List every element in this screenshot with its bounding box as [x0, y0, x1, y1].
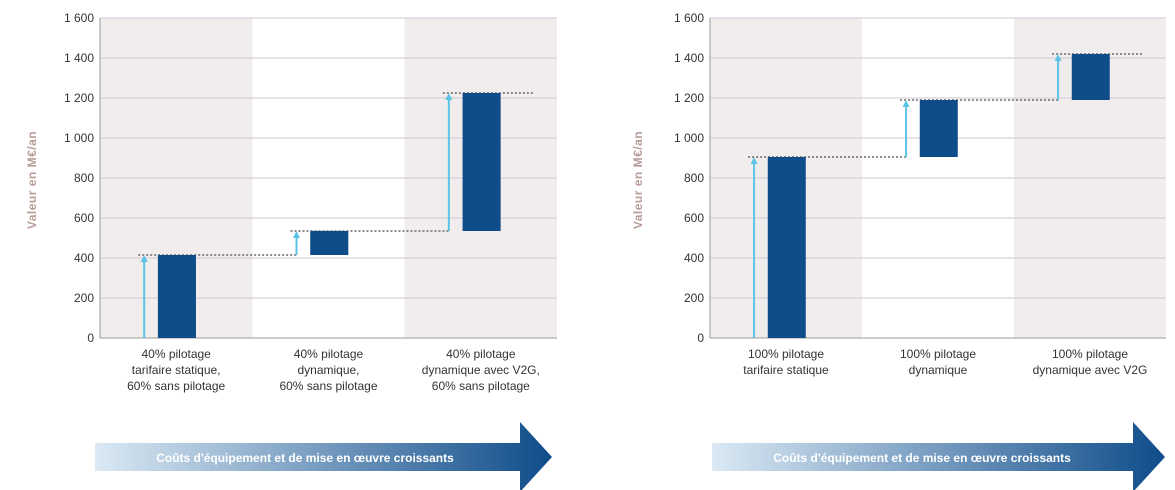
bar-1 [919, 100, 958, 157]
y-tick-label: 1 200 [64, 91, 94, 105]
y-axis: 0 200 400 600 800 1 000 1 200 1 400 1 600 [64, 11, 101, 345]
y-tick-label: 1 000 [64, 131, 94, 145]
y-axis-label: Valeur en M€/an [631, 131, 645, 229]
y-tick-label: 800 [684, 171, 704, 185]
y-tick-label: 200 [684, 291, 704, 305]
arrow-label: Coûts d'équipement et de mise en œuvre c… [156, 451, 454, 465]
segments [138, 92, 535, 338]
category-label-2: 100% pilotage dynamique avec V2G [1033, 347, 1148, 377]
y-axis: 0 200 400 600 800 1 000 1 200 1 400 1 600 [674, 11, 711, 345]
increment-arrowhead-0 [140, 255, 148, 262]
y-tick-label: 1 600 [64, 11, 94, 25]
y-tick-label: 1 600 [674, 11, 704, 25]
y-tick-label: 1 400 [64, 51, 94, 65]
increment-arrowhead-0 [750, 157, 758, 164]
y-tick-label: 600 [74, 211, 94, 225]
category-label-0: 100% pilotage tarifaire statique [743, 347, 829, 377]
bar-2 [462, 93, 501, 231]
x-axis: 100% pilotage tarifaire statique 100% pilo… [743, 347, 1147, 377]
increment-arrowhead-2 [1054, 54, 1062, 61]
arrow-shape [712, 422, 1165, 490]
y-axis-label: Valeur en M€/an [25, 131, 39, 229]
chart-right: 0 200 400 600 800 1 000 1 200 1 400 1 600 100% p… [631, 11, 1166, 490]
category-label-1: 40% pilotage dynamique, 60% sans pilotage [279, 347, 377, 393]
y-tick-label: 400 [74, 251, 94, 265]
bar-1 [310, 231, 349, 255]
bar-0 [157, 255, 196, 338]
y-tick-label: 600 [684, 211, 704, 225]
y-tick-label: 0 [697, 331, 704, 345]
category-label-2: 40% pilotage dynamique avec V2G, 60% sans … [422, 347, 540, 393]
category-label-0: 40% pilotage tarifaire statique, 60% sans … [127, 347, 225, 393]
x-axis: 40% pilotage tarifaire statique, 60% sans … [127, 347, 540, 393]
y-tick-label: 0 [87, 331, 94, 345]
progress-arrow: Coûts d'équipement et de mise en œuvre c… [95, 422, 552, 490]
y-tick-label: 1 000 [674, 131, 704, 145]
y-tick-label: 200 [74, 291, 94, 305]
y-tick-label: 400 [684, 251, 704, 265]
segments [748, 53, 1144, 338]
progress-arrow: Coûts d'équipement et de mise en œuvre c… [712, 422, 1165, 490]
y-tick-label: 800 [74, 171, 94, 185]
category-label-1: 100% pilotage dynamique [900, 347, 976, 377]
increment-arrowhead-2 [445, 93, 453, 100]
increment-arrowhead-1 [902, 100, 910, 107]
increment-arrowhead-1 [293, 231, 301, 238]
y-tick-label: 1 400 [674, 51, 704, 65]
chart-left: 0 200 400 600 800 1 000 1 200 1 400 1 600 40% pi… [25, 11, 557, 490]
y-tick-label: 1 200 [674, 91, 704, 105]
arrow-label: Coûts d'équipement et de mise en œuvre c… [773, 451, 1071, 465]
arrow-shape [95, 422, 552, 490]
bar-0 [767, 157, 806, 338]
bar-2 [1071, 54, 1110, 100]
